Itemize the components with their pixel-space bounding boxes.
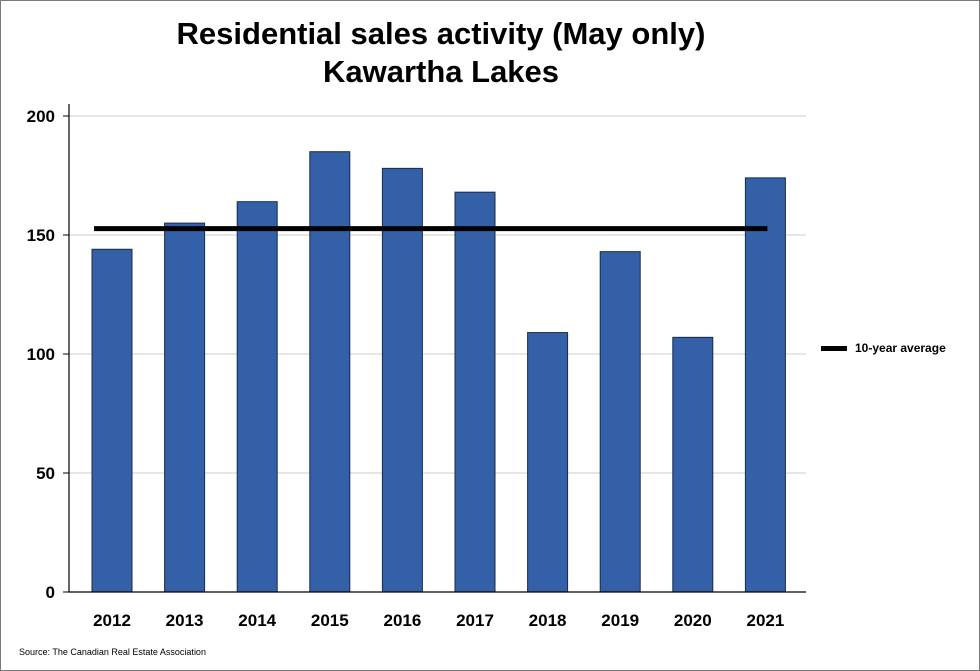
x-tick-label-2014: 2014 [238,611,276,630]
chart-title: Residential sales activity (May only) Ka… [1,15,881,91]
legend-label-average: 10-year average [855,341,946,355]
bar-2014 [236,201,278,593]
bar-2017 [454,191,496,593]
legend: 10-year average [821,341,946,355]
x-tick-label-2019: 2019 [601,611,639,630]
chart-title-line2: Kawartha Lakes [322,54,560,89]
chart-title-line1: Residential sales activity (May only) [176,16,706,51]
x-tick-label-2021: 2021 [746,611,784,630]
source-note: Source: The Canadian Real Estate Associa… [19,647,206,657]
bar-2016 [381,167,423,593]
y-tick-label-100: 100 [27,345,55,364]
bar-2019 [599,251,641,593]
legend-swatch-average [821,345,847,351]
x-tick-label-2013: 2013 [166,611,204,630]
x-tick-label-2015: 2015 [311,611,349,630]
y-tick-label-150: 150 [27,226,55,245]
x-tick-label-2018: 2018 [529,611,567,630]
bar-2013 [164,222,206,593]
y-tick-label-50: 50 [36,464,55,483]
bar-2021 [744,177,786,593]
bar-2020 [672,336,714,593]
x-tick-label-2012: 2012 [93,611,131,630]
bar-2015 [309,151,351,593]
x-tick-label-2020: 2020 [674,611,712,630]
x-tick-label-2017: 2017 [456,611,494,630]
y-tick-label-0: 0 [46,583,55,602]
bar-2012 [91,248,133,593]
x-tick-label-2016: 2016 [383,611,421,630]
bar-2018 [527,332,569,593]
y-tick-label-200: 200 [27,107,55,126]
